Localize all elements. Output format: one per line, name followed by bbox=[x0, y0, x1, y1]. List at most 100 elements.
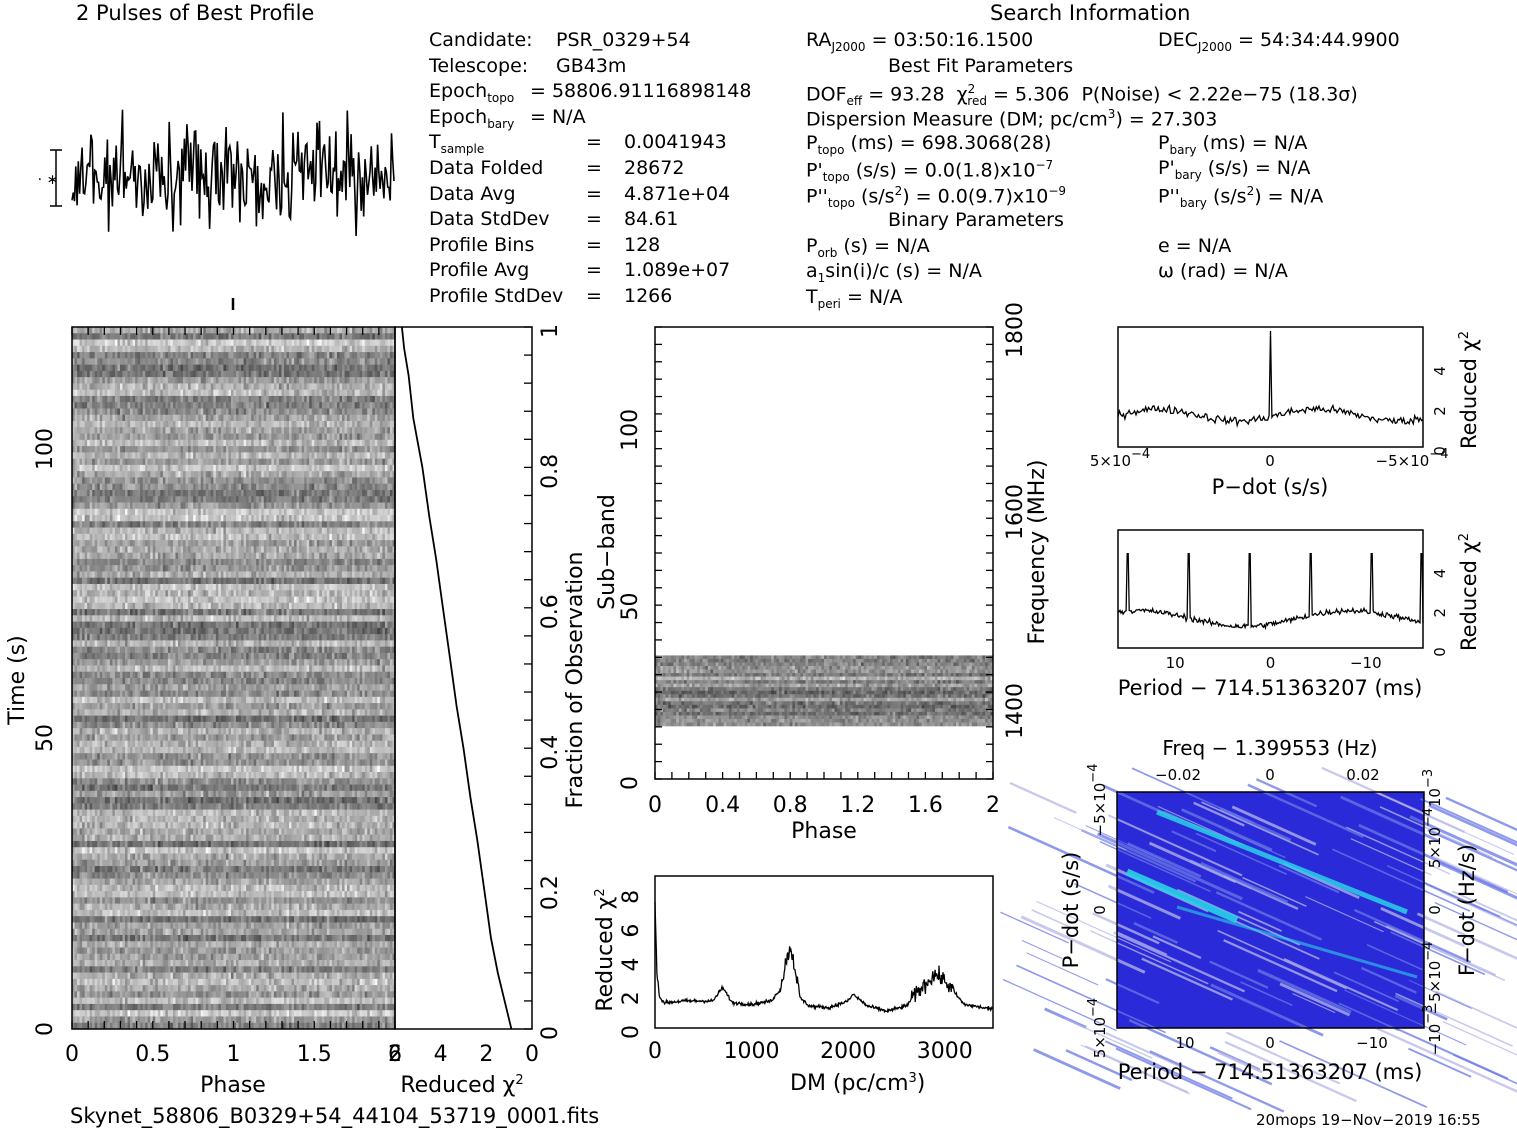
time-phase-cell bbox=[319, 339, 323, 347]
time-phase-cell bbox=[319, 333, 323, 340]
time-phase-cell bbox=[180, 508, 184, 516]
time-phase-cell bbox=[175, 333, 179, 340]
time-phase-cell bbox=[329, 352, 333, 359]
time-phase-cell bbox=[271, 508, 275, 516]
time-phase-cell bbox=[175, 395, 179, 403]
time-phase-cell bbox=[124, 358, 128, 365]
time-phase-cell bbox=[183, 333, 186, 340]
time-phase-cell bbox=[155, 527, 159, 535]
time-phase-cell bbox=[271, 452, 275, 459]
time-phase-cell bbox=[157, 533, 161, 541]
time-phase-cell bbox=[314, 533, 318, 541]
time-phase-cell bbox=[334, 515, 338, 522]
time-phase-cell bbox=[299, 515, 302, 522]
time-phase-cell bbox=[142, 345, 146, 353]
time-phase-cell bbox=[104, 327, 108, 334]
time-phase-cell bbox=[256, 339, 260, 347]
time-phase-cell bbox=[119, 464, 123, 472]
time-phase-cell bbox=[311, 333, 315, 340]
time-phase-cell bbox=[162, 546, 166, 553]
time-phase-cell bbox=[258, 327, 262, 334]
time-phase-cell bbox=[236, 546, 239, 553]
time-phase-cell bbox=[200, 358, 204, 365]
time-phase-cell bbox=[175, 546, 179, 553]
time-phase-cell bbox=[155, 427, 159, 434]
time-phase-cell bbox=[124, 370, 128, 378]
time-phase-cell bbox=[137, 414, 141, 422]
time-phase-cell bbox=[286, 439, 290, 447]
time-phase-cell bbox=[130, 496, 133, 503]
time-phase-cell bbox=[228, 439, 232, 447]
time-phase-cell bbox=[387, 433, 391, 441]
time-phase-cell bbox=[230, 408, 234, 416]
time-phase-cell bbox=[185, 464, 189, 472]
time-phase-cell bbox=[384, 345, 388, 353]
time-phase-cell bbox=[379, 452, 383, 459]
time-phase-cell bbox=[372, 496, 376, 503]
time-phase-cell bbox=[374, 427, 378, 434]
time-phase-cell bbox=[294, 408, 297, 416]
time-phase-cell bbox=[99, 540, 103, 547]
time-phase-cell bbox=[342, 508, 345, 516]
time-phase-cell bbox=[89, 421, 93, 428]
time-phase-cell bbox=[180, 515, 184, 522]
time-phase-cell bbox=[137, 446, 141, 453]
time-phase-cell bbox=[253, 383, 257, 390]
porb-value: (s) = N/A bbox=[843, 235, 930, 257]
time-phase-cell bbox=[329, 452, 333, 459]
time-phase-cell bbox=[243, 427, 247, 434]
time-phase-cell bbox=[150, 546, 154, 553]
time-phase-cell bbox=[311, 552, 315, 560]
time-phase-cell bbox=[369, 552, 373, 560]
time-phase-cell bbox=[243, 439, 247, 447]
time-phase-cell bbox=[283, 427, 287, 434]
time-phase-cell bbox=[89, 402, 93, 409]
time-phase-cell bbox=[296, 421, 300, 428]
time-phase-cell bbox=[369, 358, 373, 365]
info-value: PSR_0329+54 bbox=[556, 29, 691, 51]
time-phase-cell bbox=[193, 327, 196, 334]
time-phase-cell bbox=[248, 483, 252, 491]
time-phase-cell bbox=[97, 339, 101, 347]
time-phase-cell bbox=[74, 458, 78, 466]
time-phase-cell bbox=[180, 358, 184, 365]
time-phase-cell bbox=[243, 446, 247, 453]
time-phase-cell bbox=[271, 352, 275, 359]
time-phase-cell bbox=[281, 433, 285, 441]
time-phase-cell bbox=[236, 433, 239, 441]
time-phase-cell bbox=[72, 464, 75, 472]
time-phase-cell bbox=[157, 339, 161, 347]
time-phase-cell bbox=[165, 402, 169, 409]
time-phase-cell bbox=[309, 370, 313, 378]
time-phase-cell bbox=[225, 414, 229, 422]
time-phase-cell bbox=[87, 414, 90, 422]
time-phase-cell bbox=[253, 521, 257, 528]
time-phase-cell bbox=[243, 370, 247, 378]
time-phase-cell bbox=[228, 427, 232, 434]
time-phase-cell bbox=[72, 477, 75, 484]
time-phase-cell bbox=[311, 395, 315, 403]
time-phase-cell bbox=[152, 395, 156, 403]
time-phase-cell bbox=[147, 383, 151, 390]
time-phase-cell bbox=[167, 464, 171, 472]
time-phase-cell bbox=[198, 427, 201, 434]
time-phase-cell bbox=[112, 515, 116, 522]
time-phase-cell bbox=[135, 414, 138, 422]
time-phase-cell bbox=[119, 377, 123, 384]
time-phase-cell bbox=[326, 496, 330, 503]
time-phase-cell bbox=[223, 527, 227, 535]
time-phase-cell bbox=[114, 515, 118, 522]
time-phase-cell bbox=[127, 333, 131, 340]
time-phase-cell bbox=[92, 364, 96, 372]
time-phase-cell bbox=[180, 427, 184, 434]
time-phase-cell bbox=[372, 364, 376, 372]
time-phase-cell bbox=[364, 352, 368, 359]
time-phase-cell bbox=[150, 565, 154, 572]
time-phase-cell bbox=[241, 452, 244, 459]
time-phase-cell bbox=[316, 358, 320, 365]
time-phase-cell bbox=[331, 402, 335, 409]
time-phase-cell bbox=[256, 496, 260, 503]
time-phase-cell bbox=[92, 358, 96, 365]
time-phase-cell bbox=[122, 383, 126, 390]
time-phase-cell bbox=[205, 421, 209, 428]
